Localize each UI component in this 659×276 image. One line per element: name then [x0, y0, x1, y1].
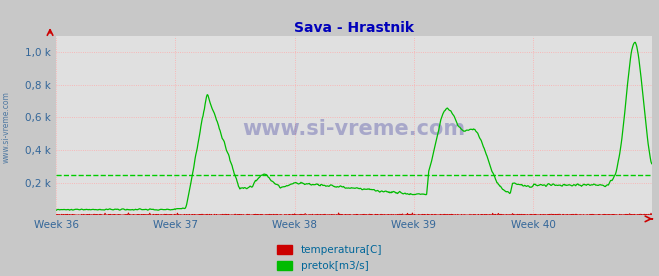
Legend: temperatura[C], pretok[m3/s]: temperatura[C], pretok[m3/s]	[277, 245, 382, 271]
Text: www.si-vreme.com: www.si-vreme.com	[243, 119, 466, 139]
Title: Sava - Hrastnik: Sava - Hrastnik	[294, 21, 415, 35]
Text: www.si-vreme.com: www.si-vreme.com	[2, 91, 11, 163]
